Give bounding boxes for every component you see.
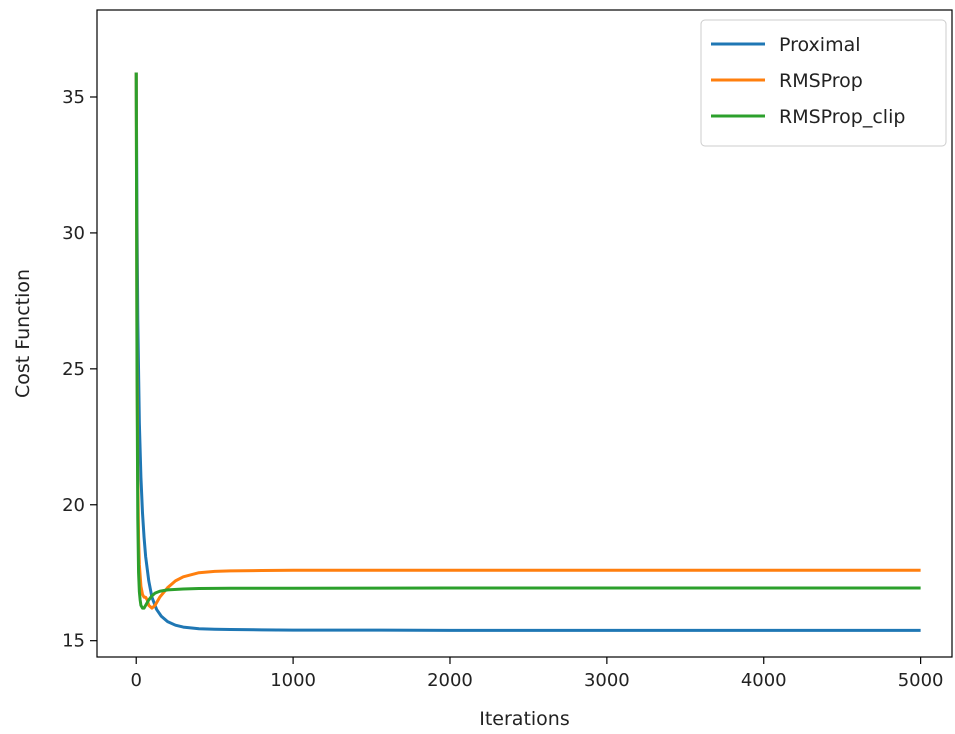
legend-label: RMSProp_clip (779, 106, 905, 128)
y-tick-label: 20 (62, 495, 85, 516)
legend: Proximal RMSProp RMSProp_clip (700, 19, 947, 147)
x-tick-label: 1000 (270, 670, 316, 691)
x-tick-label: 3000 (584, 670, 630, 691)
x-tick-label: 5000 (898, 670, 944, 691)
x-tick-label: 0 (130, 670, 141, 691)
y-tick-label: 15 (62, 631, 85, 652)
series-line-proximal (134, 72, 921, 632)
plot-area (134, 72, 921, 632)
x-axis-ticks: 0 1000 2000 3000 4000 5000 (130, 657, 944, 691)
x-tick-label: 2000 (427, 670, 473, 691)
x-axis-label: Iterations (479, 708, 570, 730)
legend-label: Proximal (779, 34, 861, 56)
series-line-rmsprop-clip (134, 72, 921, 610)
y-tick-label: 25 (62, 359, 85, 380)
y-axis-ticks: 15 20 25 30 35 (62, 87, 97, 652)
y-tick-label: 35 (62, 87, 85, 108)
y-tick-label: 30 (62, 223, 85, 244)
plot-frame (96, 9, 953, 658)
x-tick-label: 4000 (741, 670, 787, 691)
y-axis-label: Cost Function (12, 269, 34, 398)
legend-label: RMSProp (779, 70, 863, 92)
series-line-rmsprop (134, 72, 921, 610)
